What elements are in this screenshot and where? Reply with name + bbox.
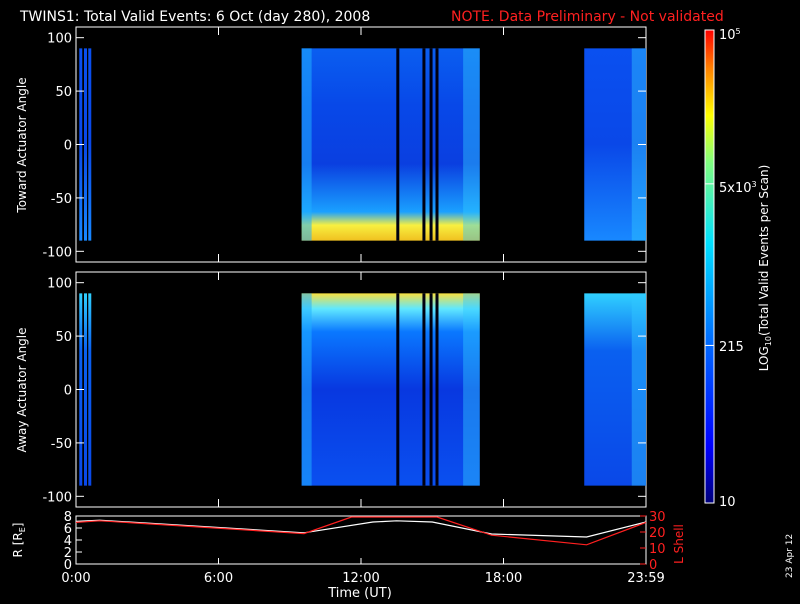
bottom-xtick-label: 6:00 — [204, 571, 233, 586]
bottom-left-tick-label: 6 — [64, 522, 72, 537]
top-late-block — [584, 48, 646, 241]
bottom-xtick-label: 18:00 — [485, 571, 522, 586]
r-axis-label: R [RE] — [11, 523, 27, 558]
svg-text:LOG10(Total Valid Events per S: LOG10(Total Valid Events per Scan) — [757, 165, 773, 372]
bottom-left-tick-label: 2 — [64, 546, 72, 561]
middle-gap-stripe — [422, 293, 426, 486]
middle-ytick-label: -50 — [51, 437, 72, 452]
bottom-left-tick-label: 0 — [64, 558, 72, 573]
middle-gap-stripe — [429, 293, 433, 486]
top-main-block — [301, 48, 480, 241]
chart-title: TWINS1: Total Valid Events: 6 Oct (day 2… — [19, 9, 370, 25]
data-warning-note: NOTE. Data Preliminary - Not validated — [451, 9, 724, 25]
axes: 100500-50-100100500-50-1008642030201000:… — [42, 27, 666, 586]
middle-ytick-label: 0 — [64, 384, 72, 399]
bottom-right-tick-label: 10 — [649, 542, 666, 557]
top-ytick-label: 100 — [47, 32, 72, 47]
top-heatmap — [79, 48, 646, 241]
middle-ytick-label: 100 — [47, 277, 72, 292]
bottom-xtick-label: 0:00 — [61, 571, 90, 586]
middle-main-block — [301, 293, 480, 486]
colorbar-ticks — [705, 29, 714, 504]
time-axis-label: Time (UT) — [327, 586, 392, 600]
orbit-lines — [75, 516, 647, 546]
bottom-xtick-label: 23:59 — [627, 571, 664, 586]
top-gap-stripe — [429, 48, 433, 241]
top-ytick-label: 0 — [64, 139, 72, 154]
top-ytick-label: -50 — [51, 192, 72, 207]
colorbar-tick-1e5: 105 — [719, 27, 741, 43]
top-gap-stripe — [396, 48, 400, 241]
top-early-stripe — [84, 48, 87, 241]
svg-text:R [RE]: R [RE] — [11, 523, 27, 558]
r-line — [75, 519, 647, 538]
middle-late-block — [584, 293, 646, 486]
top-main-start-strip — [301, 48, 312, 241]
middle-ytick-label: 50 — [55, 330, 72, 345]
middle-panel-ylabel: Away Actuator Angle — [15, 327, 29, 452]
middle-main-end-strip — [463, 293, 480, 486]
svg-text:105: 105 — [719, 27, 741, 43]
bottom-right-tick-label: 0 — [649, 558, 657, 573]
middle-gap-stripe — [396, 293, 400, 486]
bottom-right-tick-label: 20 — [649, 526, 666, 541]
top-ytick-label: -100 — [42, 245, 72, 260]
bottom-left-tick-label: 8 — [64, 510, 72, 525]
svg-text:5x103: 5x103 — [719, 180, 757, 196]
colorbar-tick-10: 10 — [719, 495, 736, 510]
top-ytick-label: 50 — [55, 85, 72, 100]
colorbar-tick-5e3: 5x103 — [719, 180, 757, 196]
lshell-line — [75, 516, 647, 546]
bottom-left-tick-label: 4 — [64, 534, 72, 549]
middle-heatmap — [79, 293, 646, 486]
top-gap-stripe — [435, 48, 439, 241]
bottom-right-tick-label: 30 — [649, 510, 666, 525]
top-panel-ylabel: Toward Actuator Angle — [15, 77, 29, 213]
colorbar — [705, 30, 714, 503]
top-main-end-strip — [463, 48, 480, 241]
top-early-stripe — [88, 48, 92, 241]
top-gap-stripe — [422, 48, 426, 241]
middle-ytick-label: -100 — [42, 490, 72, 505]
bottom-xtick-label: 12:00 — [342, 571, 379, 586]
middle-early-stripe — [88, 293, 92, 486]
colorbar-label: LOG10(Total Valid Events per Scan) — [757, 165, 773, 372]
colorbar-tick-215: 215 — [719, 340, 744, 355]
bottom-panel-frame — [75, 515, 647, 565]
middle-early-stripe — [84, 293, 87, 486]
middle-main-start-strip — [301, 293, 312, 486]
middle-gap-stripe — [435, 293, 439, 486]
date-stamp: 23 Apr 12 — [785, 534, 795, 578]
lshell-axis-label: L Shell — [672, 524, 686, 564]
